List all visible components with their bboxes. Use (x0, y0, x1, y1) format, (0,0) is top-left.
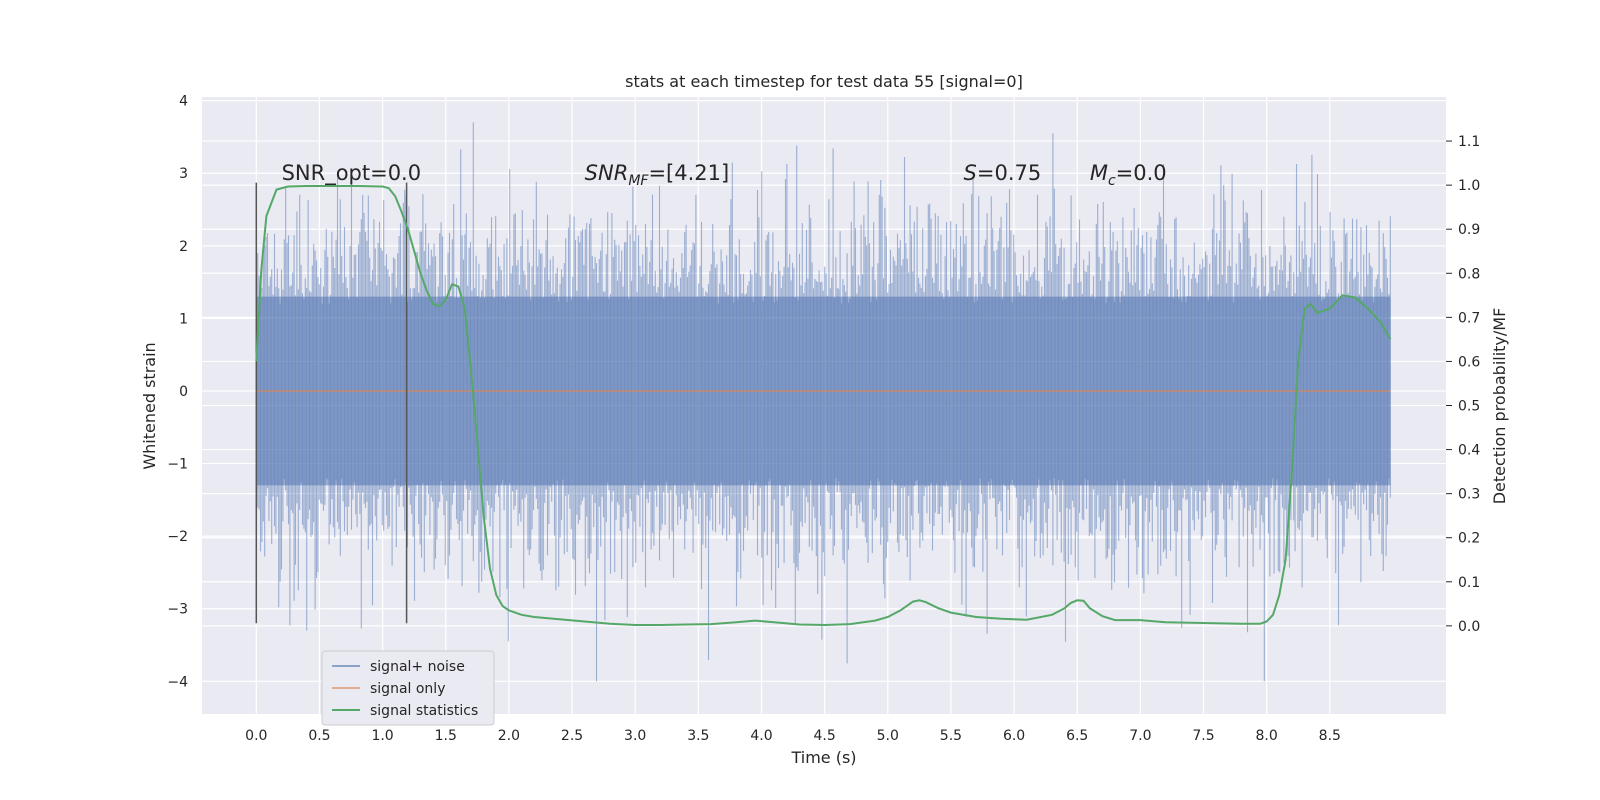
y-tick-label: −2 (167, 529, 188, 545)
y-right-tick-label: 0.6 (1458, 354, 1480, 370)
x-tick-label: 2.0 (498, 728, 520, 744)
legend-label: signal only (370, 681, 445, 697)
y-right-tick-label: 0.1 (1458, 575, 1480, 591)
annotation-1: SNRMF=[4.21] (585, 161, 730, 189)
x-axis-ticks: 0.0 0.5 1.0 1.5 2.0 2.5 3.0 3.5 4.0 4.5 5.0 5.5 6.0 6… (245, 728, 1341, 744)
x-tick-label: 8.5 (1319, 728, 1341, 744)
x-tick-label: 8.0 (1256, 728, 1278, 744)
y-right-tick-label: 0.0 (1458, 619, 1480, 635)
y-axis-ticks: −4 −3 −2 −1 0 1 2 3 4 (167, 94, 188, 691)
x-tick-label: 1.5 (435, 728, 457, 744)
x-tick-label: 0.0 (245, 728, 267, 744)
y-tick-label: 2 (179, 239, 188, 255)
legend-box (321, 650, 495, 726)
x-tick-label: 1.0 (371, 728, 393, 744)
x-tick-label: 3.0 (624, 728, 646, 744)
y-right-tick-label: 1.1 (1458, 134, 1480, 150)
y-right-axis-label: Detection probability/MF (1490, 308, 1509, 505)
annotations: SNR_opt=0.0 SNRMF=[4.21] S=0.75 Mc=0.0 (282, 161, 1167, 189)
x-tick-label: 5.5 (940, 728, 962, 744)
series-signal-statistics (255, 185, 1392, 627)
marker-lines (255, 182, 408, 624)
x-tick-label: 4.5 (813, 728, 835, 744)
y-tick-label: 0 (179, 384, 188, 400)
legend-label: signal statistics (370, 703, 478, 719)
x-tick-label: 6.5 (1066, 728, 1088, 744)
chart-title: stats at each timestep for test data 55 … (625, 72, 1023, 91)
y-right-tick-label: 0.4 (1458, 443, 1480, 459)
y-tick-label: −1 (167, 457, 188, 473)
x-axis-label: Time (s) (790, 748, 856, 767)
y-tick-label: −3 (167, 602, 188, 618)
y-tick-label: 4 (179, 94, 188, 110)
y-right-axis-ticks: 0.0 0.1 0.2 0.3 0.4 0.5 0.6 0.7 0.8 0.9 1.0 1.1 (1446, 134, 1480, 635)
y-tick-label: 1 (179, 311, 188, 327)
legend-label: signal+ noise (370, 659, 465, 675)
y-right-tick-label: 0.5 (1458, 399, 1480, 415)
annotation-0: SNR_opt=0.0 (282, 161, 422, 186)
y-tick-label: −4 (167, 674, 188, 690)
y-right-tick-label: 0.8 (1458, 266, 1480, 282)
y-right-tick-label: 1.0 (1458, 178, 1480, 194)
x-tick-label: 6.0 (1003, 728, 1025, 744)
y-tick-label: 3 (179, 166, 188, 182)
x-tick-label: 0.5 (308, 728, 330, 744)
x-tick-label: 3.5 (687, 728, 709, 744)
legend: signal+ noise signal only signal statistic… (321, 650, 495, 726)
y-axis-label: Whitened strain (140, 342, 159, 469)
x-tick-label: 4.0 (750, 728, 772, 744)
x-tick-label: 5.0 (877, 728, 899, 744)
y-right-tick-label: 0.7 (1458, 310, 1480, 326)
x-tick-label: 2.5 (561, 728, 583, 744)
annotation-2: S=0.75 (964, 161, 1042, 185)
x-tick-label: 7.0 (1129, 728, 1151, 744)
y-right-tick-label: 0.9 (1458, 222, 1480, 238)
y-right-tick-label: 0.2 (1458, 531, 1480, 547)
signal-statistics-line (255, 185, 1392, 627)
y-right-tick-label: 0.3 (1458, 487, 1480, 503)
x-tick-label: 7.5 (1192, 728, 1214, 744)
annotation-3: Mc=0.0 (1090, 161, 1167, 189)
